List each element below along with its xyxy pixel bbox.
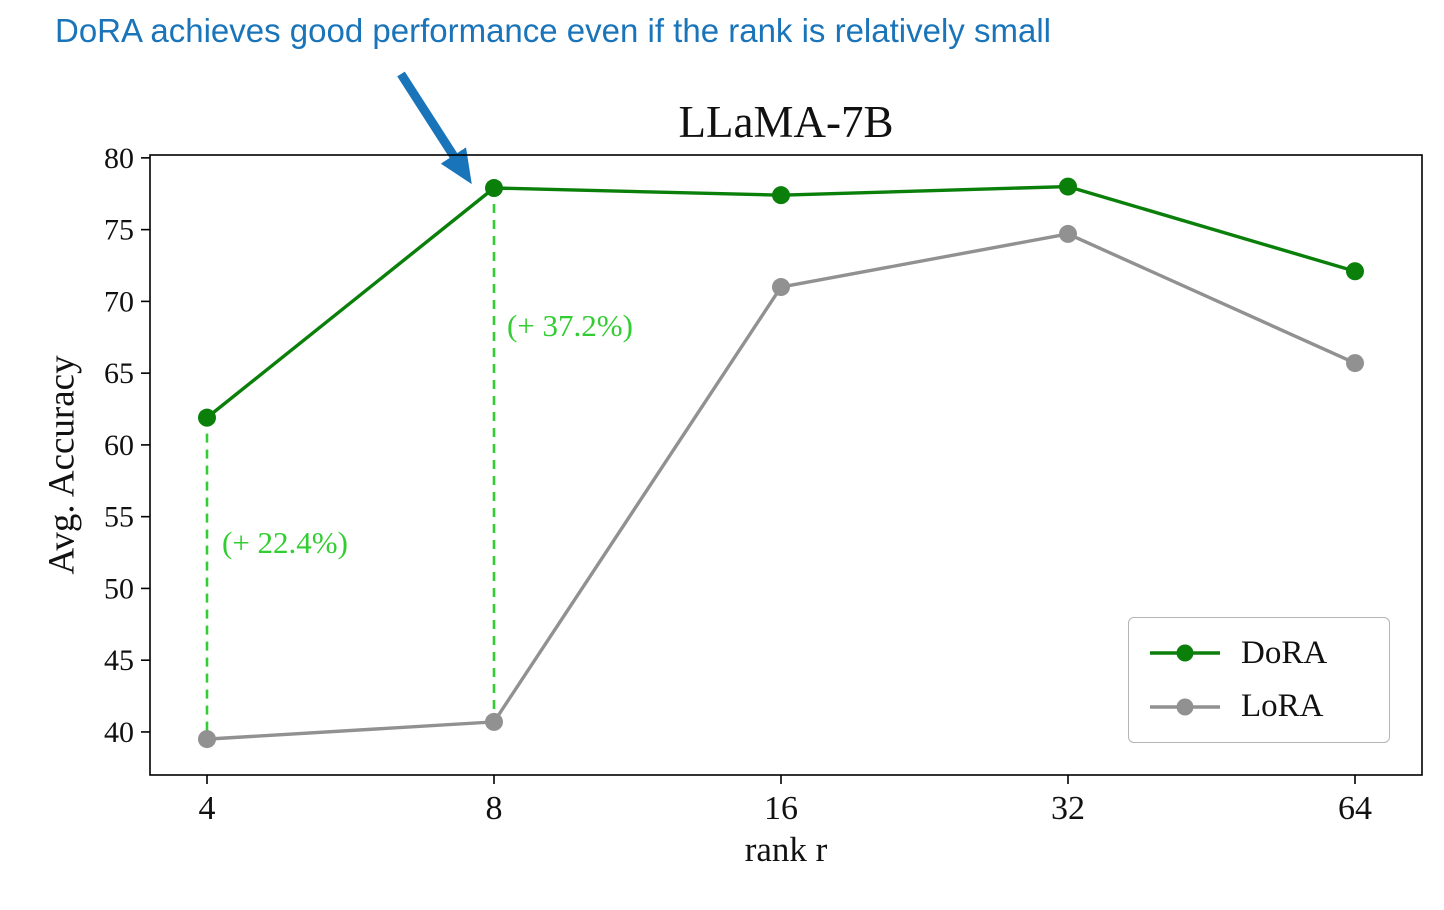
series-line-dora [205,184,1356,419]
y-tick-label: 55 [104,501,134,534]
data-point-dora [198,408,216,427]
y-tick-label: 75 [104,214,134,247]
legend-entry: LoRA [1147,688,1389,725]
x-tick-label: 4 [199,790,216,827]
data-point-lora [198,730,216,749]
x-tick-label: 16 [764,790,798,827]
legend: DoRA LoRA [1128,617,1390,743]
y-tick-label: 70 [104,285,134,318]
y-axis-label: Avg. Accuracy [41,355,83,575]
gap-annotation-label: (+ 37.2%) [507,308,633,343]
data-point-dora [772,186,790,205]
y-tick-label: 45 [104,644,134,677]
gap-annotation-label: (+ 22.4%) [222,525,348,560]
y-tick-label: 80 [104,142,134,175]
legend-label: DoRA [1241,634,1328,671]
data-point-dora [1346,262,1364,281]
x-tick-label: 64 [1338,790,1372,827]
data-point-lora [772,278,790,297]
data-point-dora [485,179,503,198]
x-axis-label: rank r [744,830,828,869]
y-tick-label: 60 [104,429,134,462]
arrow-shaft [397,71,472,185]
legend-label: LoRA [1241,688,1324,725]
arrow-icon [397,71,472,185]
legend-swatch-icon [1150,644,1220,662]
y-tick-label: 40 [104,716,134,749]
x-tick-label: 8 [486,790,503,827]
headline-annotation: DoRA achieves good performance even if t… [55,12,1051,49]
legend-dot [1176,644,1194,662]
data-point-lora [1059,224,1077,243]
data-point-lora [485,712,503,731]
y-tick-label: 50 [104,572,134,605]
data-point-lora [1346,354,1364,373]
legend-entry: DoRA [1147,635,1389,672]
legend-swatch-icon [1150,698,1220,716]
data-point-dora [1059,177,1077,196]
legend-dot [1176,698,1194,716]
axes-frame [149,154,1423,776]
y-tick-label: 65 [104,357,134,390]
x-tick-label: 32 [1051,790,1085,827]
chart-title: LLaMA-7B [678,97,894,147]
